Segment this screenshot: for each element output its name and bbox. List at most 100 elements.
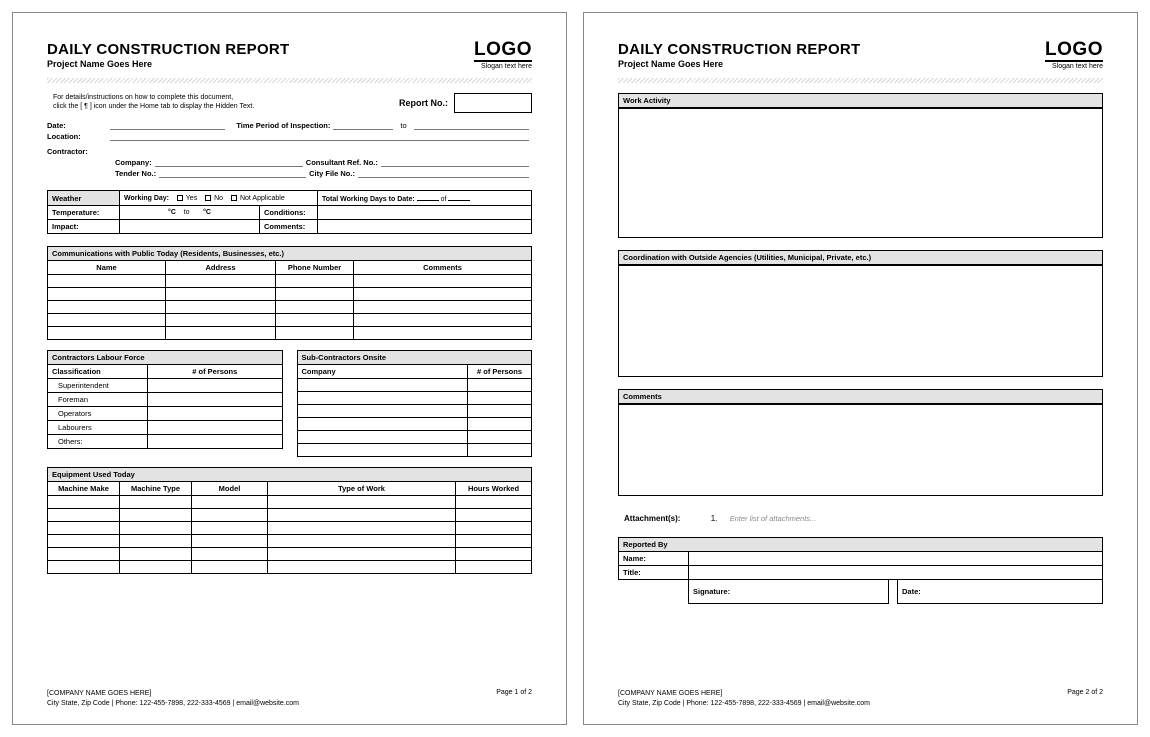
total-days-n[interactable] — [417, 193, 439, 201]
page-num-2: Page 2 of 2 — [1067, 689, 1103, 708]
header-p2: DAILY CONSTRUCTION REPORT Project Name G… — [618, 41, 1103, 70]
cityfile-input[interactable] — [358, 169, 529, 178]
subcon-col-persons: # of Persons — [468, 365, 532, 379]
equip-col-type: Machine Type — [120, 482, 192, 496]
working-day-cell: Working Day: Yes No Not Applicable — [120, 191, 318, 206]
slogan-p2: Slogan text here — [1045, 63, 1103, 70]
page-num-1: Page 1 of 2 — [496, 689, 532, 708]
logo-text: LOGO — [474, 41, 532, 62]
total-days-of[interactable] — [448, 193, 470, 201]
title-block: DAILY CONSTRUCTION REPORT Project Name G… — [47, 41, 290, 69]
comms-header: Communications with Public Today (Reside… — [48, 247, 532, 261]
comms-rows — [48, 275, 532, 340]
footer-contact-p2: City State, Zip Code | Phone: 122-455-78… — [618, 699, 870, 708]
doc-title: DAILY CONSTRUCTION REPORT — [47, 41, 290, 58]
cityfile-label: City File No.: — [309, 169, 355, 178]
table-row[interactable] — [48, 314, 532, 327]
reported-by-header: Reported By — [619, 538, 1103, 552]
table-row[interactable] — [48, 496, 532, 509]
wcomments-input[interactable] — [318, 220, 532, 234]
weather-header: Weather — [48, 191, 120, 206]
footer-p2: [COMPANY NAME GOES HERE] City State, Zip… — [618, 689, 1103, 708]
wd-no-checkbox[interactable] — [205, 195, 211, 201]
date-input[interactable] — [110, 121, 225, 130]
table-row[interactable] — [297, 379, 532, 392]
divider-hatch-p2 — [618, 78, 1103, 83]
equip-col-work: Type of Work — [268, 482, 456, 496]
subcon-table: Sub-Contractors Onsite Company # of Pers… — [297, 350, 533, 457]
location-input[interactable] — [110, 132, 529, 141]
rb-title-input[interactable] — [689, 566, 1103, 580]
subcon-header: Sub-Contractors Onsite — [297, 351, 532, 365]
date-label: Date: — [47, 121, 107, 130]
page-1: DAILY CONSTRUCTION REPORT Project Name G… — [12, 12, 567, 725]
info-fields: Date: Time Period of Inspection: to Loca… — [47, 121, 532, 180]
page-2: DAILY CONSTRUCTION REPORT Project Name G… — [583, 12, 1138, 725]
table-row[interactable]: Operators — [48, 407, 283, 421]
labour-col-persons: # of Persons — [148, 365, 283, 379]
labour-rows: SuperintendentForemanOperatorsLabourersO… — [48, 379, 283, 449]
company-input[interactable] — [155, 158, 303, 167]
table-row[interactable] — [297, 392, 532, 405]
table-row[interactable] — [48, 288, 532, 301]
total-days-cell: Total Working Days to Date: of — [318, 191, 532, 206]
rb-name-input[interactable] — [689, 552, 1103, 566]
temp-cell[interactable]: °C to °C — [120, 206, 260, 220]
attach-placeholder[interactable]: Enter list of attachments... — [730, 514, 817, 523]
footer-company: [COMPANY NAME GOES HERE] — [47, 689, 299, 698]
table-row[interactable] — [297, 431, 532, 444]
company-label: Company: — [115, 158, 152, 167]
consultant-label: Consultant Ref. No.: — [306, 158, 378, 167]
tpi-from-input[interactable] — [333, 121, 393, 130]
logo-block: LOGO Slogan text here — [474, 41, 532, 70]
table-row[interactable] — [297, 405, 532, 418]
table-row[interactable]: Others: — [48, 435, 283, 449]
table-row[interactable] — [48, 509, 532, 522]
labour-subcon-row: Contractors Labour Force Classification … — [47, 350, 532, 457]
equip-col-model: Model — [192, 482, 268, 496]
conditions-label: Conditions: — [260, 206, 318, 220]
table-row[interactable]: Superintendent — [48, 379, 283, 393]
rb-date-label[interactable]: Date: — [898, 580, 1103, 604]
subcon-col-company: Company — [297, 365, 468, 379]
tpi-to-input[interactable] — [414, 121, 529, 130]
table-row[interactable] — [48, 548, 532, 561]
subcon-rows — [297, 379, 532, 457]
conditions-input[interactable] — [318, 206, 532, 220]
divider-hatch — [47, 78, 532, 83]
impact-input[interactable] — [120, 220, 260, 234]
table-row[interactable] — [297, 418, 532, 431]
table-row[interactable] — [48, 535, 532, 548]
rb-name-label: Name: — [619, 552, 689, 566]
tender-input[interactable] — [159, 169, 306, 178]
table-row[interactable] — [48, 522, 532, 535]
wd-yes-checkbox[interactable] — [177, 195, 183, 201]
equip-table: Equipment Used Today Machine Make Machin… — [47, 467, 532, 574]
table-row[interactable] — [48, 327, 532, 340]
slogan: Slogan text here — [474, 63, 532, 70]
coordination-box[interactable] — [618, 265, 1103, 377]
equip-rows — [48, 496, 532, 574]
rb-signature-label[interactable]: Signature: — [689, 580, 889, 604]
table-row[interactable] — [48, 275, 532, 288]
table-row[interactable]: Labourers — [48, 421, 283, 435]
table-row[interactable] — [48, 561, 532, 574]
table-row[interactable] — [297, 444, 532, 457]
project-name-p2: Project Name Goes Here — [618, 59, 861, 69]
wcomments-label: Comments: — [260, 220, 318, 234]
labour-table: Contractors Labour Force Classification … — [47, 350, 283, 449]
consultant-input[interactable] — [381, 158, 529, 167]
report-no-input[interactable] — [454, 93, 532, 113]
comments-box[interactable] — [618, 404, 1103, 496]
reported-by-table: Reported By Name: Title: Signature: Date… — [618, 537, 1103, 604]
labour-header: Contractors Labour Force — [48, 351, 283, 365]
temp-label: Temperature: — [48, 206, 120, 220]
contractor-label: Contractor: — [47, 147, 107, 156]
equip-col-hours: Hours Worked — [456, 482, 532, 496]
table-row[interactable] — [48, 301, 532, 314]
table-row[interactable]: Foreman — [48, 393, 283, 407]
wd-na-checkbox[interactable] — [231, 195, 237, 201]
work-activity-header: Work Activity — [618, 93, 1103, 108]
work-activity-box[interactable] — [618, 108, 1103, 238]
doc-title-p2: DAILY CONSTRUCTION REPORT — [618, 41, 861, 58]
